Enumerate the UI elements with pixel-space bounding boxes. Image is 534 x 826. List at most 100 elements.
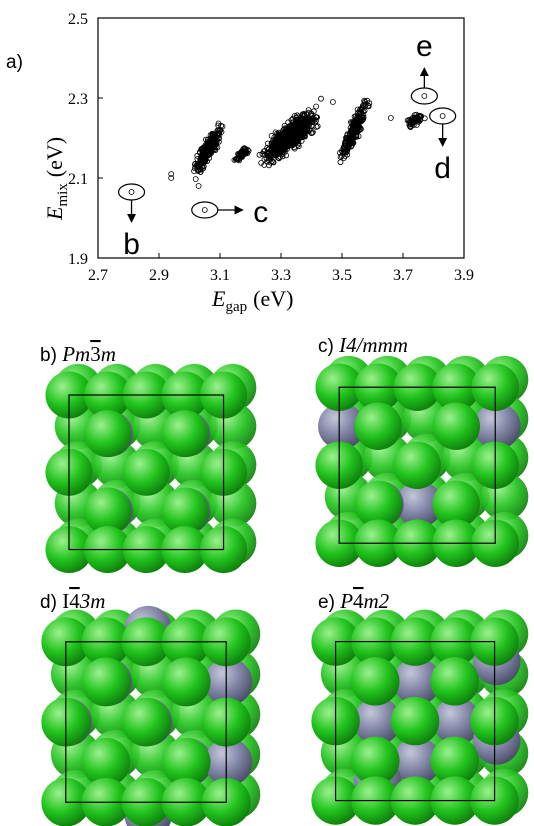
panel-d-sg-part-2: 4: [69, 589, 80, 613]
scatter-point: [412, 114, 419, 121]
scatter-point: [294, 123, 301, 130]
scatter-point: [313, 103, 320, 110]
atom-green-front: [161, 657, 211, 707]
y-tick-label: 2.3: [68, 91, 88, 108]
structure-e-atoms: [311, 609, 529, 825]
panel-c-sg-part-1: I4/mmm: [338, 333, 408, 357]
scatter-point: [301, 110, 308, 117]
panel-c-title: c) I4/mmm: [318, 333, 408, 357]
annotation-c-point: [201, 207, 208, 213]
scatter-point: [295, 130, 302, 137]
annotation-c-label: c: [253, 196, 268, 229]
scatter-point: [415, 117, 422, 124]
scatter-point: [256, 151, 263, 158]
structure-c-atoms: [315, 355, 529, 567]
atom-green-front: [354, 402, 402, 450]
atom-grey: [353, 697, 402, 745]
x-tick-label: 3.9: [454, 267, 474, 284]
scatter-point: [356, 127, 363, 134]
scatter-points: [168, 95, 428, 189]
scatter-point: [313, 124, 320, 130]
atom-green-front: [81, 737, 131, 787]
scatter-point: [310, 108, 317, 115]
scatter-point: [416, 114, 423, 121]
atom-green-front: [393, 441, 441, 489]
scatter-point: [294, 114, 301, 120]
x-axis-label: Egap (eV): [211, 286, 293, 315]
annotation-b-point: [128, 189, 135, 195]
scatter-point: [287, 122, 294, 129]
scatter-point: [259, 150, 266, 157]
scatter-point: [348, 119, 354, 125]
panel-e-sg-part-2: 4: [353, 589, 364, 613]
atom-grey: [474, 402, 521, 450]
x-axis-label-sub: gap: [225, 299, 247, 315]
scatter-point: [266, 162, 272, 169]
panel-d-prefix: d): [40, 592, 62, 613]
panel-b-sg-part-2: 3: [90, 342, 101, 366]
scatter-point: [168, 175, 175, 181]
scatter-point: [274, 151, 281, 158]
scatter-point: [215, 122, 222, 129]
atom-green-front: [161, 487, 209, 535]
atom-green-front: [354, 480, 402, 528]
scatter-point: [361, 97, 368, 104]
panel-e-structure: e) P4m2: [311, 589, 529, 825]
atom-green-front: [121, 697, 171, 747]
scatter-point: [215, 138, 222, 145]
x-axis-ticks: 2.7 2.9 3.1 3.3 3.5 3.7 3.9: [88, 253, 474, 284]
scatter-point: [240, 148, 247, 155]
scatter-point: [364, 97, 371, 104]
scatter-point: [365, 103, 372, 110]
panel-b-prefix: b): [40, 345, 62, 366]
x-axis-label-unit: (eV): [253, 286, 293, 311]
scatter-point: [283, 139, 290, 146]
scatter-point: [358, 114, 365, 121]
panel-a-label: a): [6, 52, 23, 73]
scatter-point: [353, 116, 360, 123]
atom-grey: [433, 697, 481, 745]
scatter-point: [360, 116, 366, 123]
x-tick-label: 3.1: [210, 267, 230, 284]
scatter-point: [294, 112, 301, 119]
x-tick-label: 3.7: [393, 267, 413, 284]
scatter-point: [283, 152, 290, 159]
atom-green-front: [390, 696, 440, 746]
scatter-point: [298, 124, 305, 131]
scatter-point: [301, 118, 308, 125]
scatter-point: [288, 131, 295, 138]
x-tick-label: 2.9: [149, 267, 169, 284]
scatter-point: [270, 159, 277, 165]
atom-grey: [396, 480, 443, 528]
scatter-point: [283, 141, 290, 148]
annotation-b-label: b: [123, 228, 140, 261]
scatter-point: [344, 146, 351, 153]
atom-green-front: [430, 736, 480, 786]
scatter-point: [354, 106, 361, 113]
scatter-point: [204, 148, 211, 155]
panel-e-sg-part-3: m2: [364, 589, 390, 613]
x-axis-label-main: E: [211, 286, 226, 311]
atom-grey: [204, 657, 253, 706]
panel-b-sg-part-3: m: [101, 342, 116, 366]
scatter-point: [305, 107, 312, 113]
panel-c-structure: c) I4/mmm: [315, 333, 529, 567]
scatter-point: [199, 151, 206, 158]
atom-green-front: [84, 487, 132, 535]
scatter-point: [197, 161, 204, 168]
scatter-point: [232, 156, 239, 163]
scatter-point: [219, 123, 226, 130]
scatter-point: [209, 140, 216, 147]
scatter-point: [358, 106, 365, 113]
scatter-point: [218, 129, 225, 135]
scatter-point: [210, 134, 217, 141]
scatter-point: [203, 148, 210, 155]
y-axis-label-sub: mix: [55, 183, 71, 207]
scatter-point: [282, 126, 289, 133]
panel-b-structure: b) Pm3m: [40, 342, 257, 574]
scatter-point: [343, 136, 350, 143]
panel-e-title: e) P4m2: [318, 589, 390, 613]
atom-green-front: [81, 657, 131, 707]
scatter-point: [290, 115, 296, 122]
scatter-point: [308, 130, 315, 137]
